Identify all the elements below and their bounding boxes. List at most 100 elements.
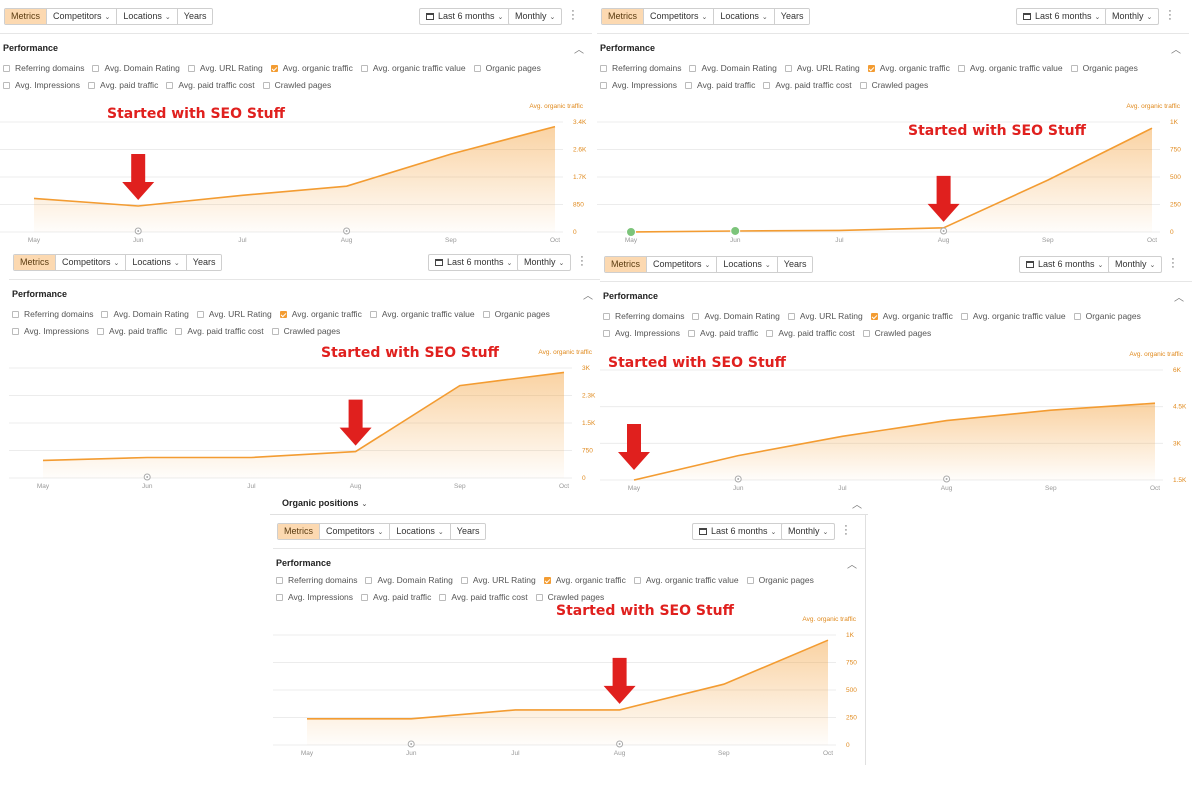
checkbox[interactable]	[439, 593, 447, 601]
tab-years[interactable]: Years	[450, 524, 486, 539]
checkbox[interactable]	[603, 312, 610, 320]
tab-years[interactable]: Years	[186, 255, 222, 270]
checkbox[interactable]	[957, 64, 965, 72]
tab-years[interactable]: Years	[777, 257, 813, 272]
interval-button[interactable]: Monthly ⌄	[517, 254, 572, 271]
checkbox[interactable]	[460, 576, 468, 584]
checkbox[interactable]	[766, 329, 774, 337]
checkbox[interactable]	[12, 310, 19, 318]
checkbox[interactable]	[482, 310, 490, 318]
interval-button[interactable]: Monthly ⌄	[1105, 8, 1160, 25]
date-range-button[interactable]: Last 6 months ⌄	[692, 523, 784, 540]
checkbox[interactable]	[12, 327, 19, 335]
metric-option[interactable]: Avg. URL Rating	[196, 309, 272, 319]
tab-locations[interactable]: Locations ⌄	[126, 255, 187, 270]
checkbox-checked[interactable]	[543, 576, 551, 584]
more-options-icon[interactable]: · · ·	[1168, 5, 1172, 25]
metric-option[interactable]: Avg. organic traffic value	[369, 309, 475, 319]
checkbox[interactable]	[360, 64, 368, 72]
organic-positions-header[interactable]: Organic positions ⌄	[282, 498, 367, 508]
date-range-button[interactable]: Last 6 months ⌄	[428, 254, 520, 271]
metric-option[interactable]: Avg. URL Rating	[787, 311, 863, 321]
checkbox[interactable]	[633, 576, 641, 584]
collapse-icon[interactable]: ︿	[1171, 45, 1181, 56]
metric-option[interactable]: Avg. paid traffic	[688, 328, 758, 338]
checkbox[interactable]	[361, 593, 369, 601]
checkbox[interactable]	[535, 593, 543, 601]
interval-button[interactable]: Monthly ⌄	[508, 8, 563, 25]
tab-competitors[interactable]: Competitors ⌄	[47, 9, 118, 24]
tab-competitors[interactable]: Competitors ⌄	[647, 257, 718, 272]
date-range-button[interactable]: Last 6 months ⌄	[1019, 256, 1111, 273]
metric-option[interactable]: Avg. paid traffic	[685, 80, 755, 90]
more-options-icon[interactable]: · · ·	[571, 5, 575, 25]
metric-option[interactable]: Crawled pages	[262, 80, 331, 90]
checkbox[interactable]	[787, 312, 795, 320]
date-range-button[interactable]: Last 6 months ⌄	[419, 8, 511, 25]
metric-option[interactable]: Avg. organic traffic	[870, 311, 953, 321]
checkbox[interactable]	[101, 310, 109, 318]
checkbox[interactable]	[92, 64, 100, 72]
metric-option[interactable]: Organic pages	[482, 309, 550, 319]
checkbox[interactable]	[692, 312, 700, 320]
metric-option[interactable]: Avg. paid traffic cost	[763, 80, 852, 90]
checkbox[interactable]	[187, 64, 195, 72]
checkbox[interactable]	[88, 81, 96, 89]
metric-option[interactable]: Avg. paid traffic cost	[766, 328, 855, 338]
tab-metrics[interactable]: Metrics	[602, 9, 644, 24]
metric-option[interactable]: Avg. organic traffic	[867, 63, 950, 73]
metric-option[interactable]: Avg. URL Rating	[460, 575, 536, 585]
metric-option[interactable]: Avg. paid traffic cost	[175, 326, 264, 336]
metric-option[interactable]: Avg. organic traffic value	[633, 575, 739, 585]
metric-option[interactable]: Avg. organic traffic value	[957, 63, 1063, 73]
checkbox[interactable]	[784, 64, 792, 72]
tab-metrics[interactable]: Metrics	[278, 524, 320, 539]
collapse-icon[interactable]: ︿	[1174, 293, 1184, 304]
tab-locations[interactable]: Locations ⌄	[717, 257, 778, 272]
checkbox[interactable]	[97, 327, 105, 335]
interval-button[interactable]: Monthly ⌄	[1108, 256, 1163, 273]
collapse-icon[interactable]: ︿	[583, 291, 593, 302]
checkbox[interactable]	[603, 329, 610, 337]
checkbox-checked[interactable]	[279, 310, 287, 318]
metric-option[interactable]: Avg. Impressions	[3, 80, 80, 90]
tab-locations[interactable]: Locations ⌄	[714, 9, 775, 24]
metric-option[interactable]: Avg. paid traffic cost	[439, 592, 528, 602]
checkbox[interactable]	[763, 81, 771, 89]
checkbox[interactable]	[473, 64, 481, 72]
checkbox[interactable]	[175, 327, 183, 335]
checkbox[interactable]	[365, 576, 373, 584]
collapse-icon[interactable]: ︿	[852, 500, 862, 511]
metric-option[interactable]: Avg. paid traffic cost	[166, 80, 255, 90]
tab-locations[interactable]: Locations ⌄	[117, 9, 178, 24]
metric-option[interactable]: Avg. Impressions	[276, 592, 353, 602]
checkbox[interactable]	[369, 310, 377, 318]
checkbox[interactable]	[3, 81, 10, 89]
metric-option[interactable]: Avg. organic traffic value	[360, 63, 466, 73]
collapse-icon[interactable]: ︿	[574, 45, 584, 56]
checkbox[interactable]	[600, 81, 607, 89]
tab-years[interactable]: Years	[774, 9, 810, 24]
checkbox[interactable]	[600, 64, 607, 72]
tab-metrics[interactable]: Metrics	[5, 9, 47, 24]
metric-option[interactable]: Avg. Impressions	[600, 80, 677, 90]
metric-option[interactable]: Organic pages	[746, 575, 814, 585]
interval-button[interactable]: Monthly ⌄	[781, 523, 836, 540]
checkbox-checked[interactable]	[870, 312, 878, 320]
metric-option[interactable]: Avg. URL Rating	[784, 63, 860, 73]
checkbox[interactable]	[271, 327, 279, 335]
more-options-icon[interactable]: · · ·	[580, 251, 584, 271]
tab-competitors[interactable]: Competitors ⌄	[644, 9, 715, 24]
metric-option[interactable]: Avg. paid traffic	[88, 80, 158, 90]
checkbox[interactable]	[688, 329, 696, 337]
metric-option[interactable]: Avg. organic traffic	[270, 63, 353, 73]
metric-option[interactable]: Referring domains	[12, 309, 93, 319]
metric-option[interactable]: Referring domains	[603, 311, 684, 321]
metric-option[interactable]: Avg. Impressions	[12, 326, 89, 336]
metric-option[interactable]: Avg. paid traffic	[97, 326, 167, 336]
metric-option[interactable]: Avg. Domain Rating	[101, 309, 189, 319]
checkbox[interactable]	[859, 81, 867, 89]
metric-option[interactable]: Crawled pages	[535, 592, 604, 602]
tab-competitors[interactable]: Competitors ⌄	[320, 524, 391, 539]
metric-option[interactable]: Avg. organic traffic	[279, 309, 362, 319]
